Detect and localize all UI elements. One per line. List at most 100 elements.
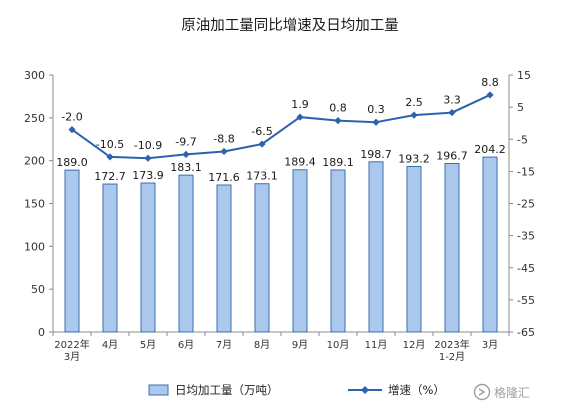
y-left-tick-label: 100 (24, 240, 45, 253)
line-point (334, 117, 342, 125)
bar-value-label: 171.6 (208, 171, 240, 184)
line-point (486, 91, 494, 99)
bar-value-label: 196.7 (436, 149, 468, 162)
bar (292, 169, 308, 333)
legend-swatch-bar (148, 384, 169, 396)
legend: 日均加工量（万吨） 增速（%） (148, 383, 445, 397)
x-tick-label: 5月 (140, 339, 156, 351)
line-value-label: 8.8 (481, 76, 499, 89)
line-point (144, 154, 152, 162)
line-point (410, 111, 418, 119)
y-right-tick-label: -55 (517, 294, 535, 307)
legend-label-bar: 日均加工量（万吨） (175, 383, 279, 397)
x-tick-label: 11月 (365, 339, 388, 351)
bar (102, 183, 118, 333)
bar (482, 156, 498, 333)
legend-marker-line (361, 386, 369, 394)
bar-value-label: 198.7 (360, 148, 392, 161)
line-value-label: 1.9 (291, 98, 309, 111)
legend-label-line: 增速（%） (388, 383, 445, 397)
bar (406, 165, 422, 333)
x-tick-label-line: 2022年 (54, 338, 89, 351)
bar (444, 162, 460, 333)
line-value-label: 2.5 (405, 96, 423, 109)
bar-value-label: 183.1 (170, 161, 202, 174)
x-tick-label: 4月 (102, 339, 118, 351)
x-tick-label: 6月 (178, 339, 194, 351)
x-tick-label: 8月 (254, 339, 270, 351)
data-labels: 189.0 172.7 173.9 183.1 171.6 173.1 189.4 189.1… (56, 76, 506, 184)
line-point (448, 108, 456, 117)
x-tick-label-line: 10月 (327, 339, 350, 351)
y-left-tick-label: 150 (24, 198, 45, 211)
line-value-label: 3.3 (443, 94, 461, 107)
bar-value-label: 172.7 (94, 170, 126, 183)
line-value-label: -6.5 (251, 125, 272, 138)
bar-value-label: 173.1 (246, 170, 278, 183)
bar-value-label: 193.2 (398, 152, 430, 165)
bar (216, 184, 232, 333)
bar (368, 161, 384, 333)
line-point (182, 150, 190, 158)
x-tick-label-line: 3月 (64, 351, 80, 363)
y-right-tick-label: -65 (517, 326, 535, 339)
bar (330, 169, 346, 333)
x-tick-label-line: 2023年 (434, 338, 469, 351)
bar (178, 174, 194, 333)
x-tick-label-line: 3月 (482, 339, 498, 351)
line-value-label: -9.7 (175, 135, 196, 148)
y-left-tick-label: 250 (24, 112, 45, 125)
x-tick-label-line: 11月 (365, 339, 388, 351)
x-tick-label: 7月 (216, 339, 232, 351)
bar (254, 183, 270, 333)
bar-value-label: 204.2 (474, 143, 506, 156)
line-value-label: 0.8 (329, 102, 347, 115)
x-tick-label-line: 6月 (178, 339, 194, 351)
y-right-tick-label: 5 (517, 101, 524, 114)
x-tick-label: 3月 (482, 339, 498, 351)
watermark-logo-icon (473, 383, 491, 401)
bar-value-label: 189.1 (322, 156, 354, 169)
bar-value-label: 189.4 (284, 156, 316, 169)
line-point (106, 153, 114, 161)
x-tick-label: 10月 (327, 339, 350, 351)
x-tick-label-line: 7月 (216, 339, 232, 351)
y-right-tick-label: -5 (517, 133, 528, 146)
line-series (68, 91, 494, 162)
line-value-label: 0.3 (367, 103, 385, 116)
bar (64, 169, 80, 333)
line-value-label: -8.8 (213, 132, 234, 145)
y-left-tick-label: 0 (38, 326, 45, 339)
x-tick-label-line: 8月 (254, 339, 270, 351)
x-tick-label-line: 1-2月 (439, 351, 465, 363)
bar-value-label: 173.9 (132, 169, 164, 182)
x-tick-label-line: 9月 (292, 339, 308, 351)
x-tick-label: 9月 (292, 339, 308, 351)
x-tick-label-line: 4月 (102, 339, 118, 351)
line-value-label: -2.0 (61, 111, 82, 124)
bar-value-label: 189.0 (56, 156, 88, 169)
line-point (296, 113, 304, 121)
line-point (220, 147, 228, 156)
watermark-logo-mark (478, 388, 486, 396)
y-right-tick-label: -25 (517, 198, 535, 211)
watermark: 格隆汇 (473, 383, 530, 401)
bar-series (64, 156, 498, 333)
line-value-label: -10.5 (96, 138, 124, 151)
line-point (372, 118, 380, 126)
bar (140, 182, 156, 333)
x-tick-label: 2023年 1-2月 (434, 338, 469, 363)
y-left-tick-label: 50 (31, 283, 45, 296)
line-path (71, 94, 491, 160)
y-right-tick-label: 15 (517, 69, 531, 82)
watermark-text: 格隆汇 (494, 385, 530, 400)
axes: 050100150200250300-65-55-45-35-25-15-551… (24, 69, 535, 363)
y-left-tick-label: 300 (24, 69, 45, 82)
chart-title: 原油加工量同比增速及日均加工量 (181, 17, 399, 34)
y-left-tick-label: 200 (24, 155, 45, 168)
x-tick-label: 12月 (403, 339, 426, 351)
line-value-label: -10.9 (134, 139, 162, 152)
line-point (258, 140, 266, 148)
x-tick-label-line: 12月 (403, 339, 426, 351)
y-right-tick-label: -45 (517, 262, 535, 275)
